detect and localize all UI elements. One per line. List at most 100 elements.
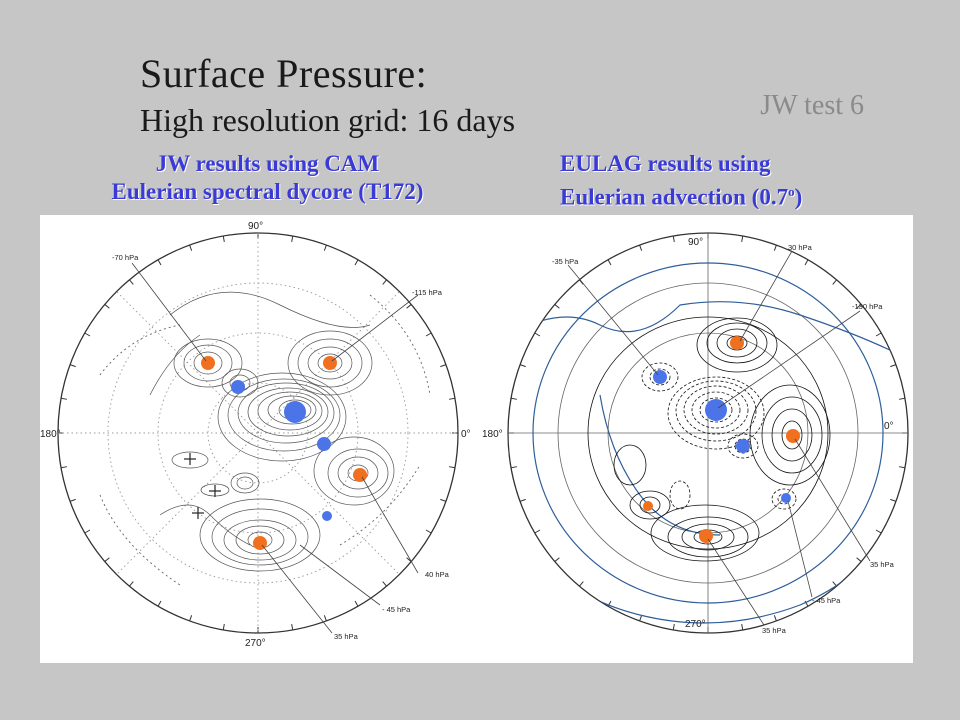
left-plus-markers [184,453,221,519]
right-tick-mark [579,581,584,587]
left-caption-line1: JW results using CAM [155,151,380,176]
right-tick-mark [579,279,584,285]
right-tick-mark [898,397,906,400]
left-tick-mark [291,235,294,243]
right-tick-mark [672,623,675,631]
right-tick-mark [856,557,862,562]
left-tick-mark [69,498,76,502]
right-tick-mark [856,304,862,309]
right-high-markers [643,336,800,543]
right-tick-mark [773,615,777,622]
left-leader-lines [131,262,419,634]
figure-panel: -70 hPa -115 hPa 40 hPa - 45 hPa 35 hPa … [40,215,913,663]
left-contours [149,291,395,572]
right-tick-mark [519,364,526,368]
left-high-marker-2 [323,356,337,370]
right-axis-labels: 90° 180° 0° 270° [482,237,894,630]
left-tick-mark [323,244,327,251]
left-dotted-contours [99,294,431,586]
left-tick-mark [448,397,456,400]
right-tick-mark [554,557,560,562]
left-low-marker-1 [231,380,245,394]
right-low-marker-3 [736,439,750,453]
right-tick-mark [804,600,809,607]
right-tick-mark [554,304,560,309]
left-polar-plot: -70 hPa -115 hPa 40 hPa - 45 hPa 35 hPa … [40,221,471,649]
left-graticule [58,233,458,633]
left-tick-mark [189,244,193,251]
left-annotations: -70 hPa -115 hPa 40 hPa - 45 hPa 35 hPa [112,253,450,641]
right-high-marker-2 [786,429,800,443]
left-tick-mark [222,623,225,631]
left-tick-mark [104,304,110,309]
right-tick-mark [510,466,518,469]
left-tick-mark [382,581,387,587]
left-high-marker-4 [253,536,267,550]
right-high-marker-4 [699,529,713,543]
left-tick-mark [129,279,134,285]
right-tick-mark [519,498,526,502]
right-caption-line2: Eulerian advection (0.7o) [560,178,860,212]
left-low-markers [231,380,332,521]
right-tick-mark [741,235,744,243]
figure-svg: -70 hPa -115 hPa 40 hPa - 45 hPa 35 hPa … [40,221,909,649]
right-tick-ring [508,233,908,633]
right-polar-plot: -35 hPa 30 hPa -130 hPa 35 hPa - 45 hPa … [482,232,909,635]
right-tick-mark [534,332,541,337]
right-axis-bottom: 270° [685,619,706,630]
left-tick-mark [129,581,134,587]
right-annotation-1: -35 hPa [552,257,579,266]
right-axis-right: 0° [884,421,894,432]
right-annotation-4: 35 hPa [870,560,895,569]
right-tick-mark [607,259,612,266]
left-annotation-5: 35 hPa [334,632,359,641]
right-axis-top: 90° [688,237,703,248]
left-annotation-1: -70 hPa [112,253,139,262]
left-tick-mark [354,259,359,266]
right-annotation-3: -130 hPa [852,302,883,311]
left-axis-labels: 90° 180° 0° 270° [40,221,471,649]
right-high-marker-3 [643,501,653,511]
left-high-marker-1 [201,356,215,370]
right-caption-line2-text: Eulerian advection (0.7 [560,184,789,210]
left-tick-mark [84,332,91,337]
left-tick-mark [60,466,68,469]
left-annotation-4: - 45 hPa [382,605,411,614]
left-low-marker-2 [284,401,306,423]
right-tick-mark [890,364,897,368]
right-tick-mark [804,259,809,266]
left-tick-mark [448,466,456,469]
left-tick-mark [354,600,359,607]
right-low-marker-2 [705,399,727,421]
right-annotation-2: 30 hPa [788,243,813,252]
right-tick-mark [898,466,906,469]
left-tick-mark [222,235,225,243]
right-annotation-6: 35 hPa [762,626,787,635]
left-high-marker-3 [353,468,367,482]
right-low-marker-1 [653,370,667,384]
right-tick-mark [510,397,518,400]
left-axis-bottom: 270° [245,638,266,649]
left-caption: JW results using CAM Eulerian spectral d… [40,150,495,206]
left-axis-left: 180° [40,429,61,440]
left-caption-line2: Eulerian spectral dycore (T172) [111,179,424,204]
right-annotations: -35 hPa 30 hPa -130 hPa 35 hPa - 45 hPa … [552,243,895,635]
right-tick-mark [773,244,777,251]
right-caption-line1: EULAG results using [560,151,771,176]
right-caption-degree: o [788,184,795,199]
left-tick-mark [157,600,162,607]
right-tick-mark [875,529,882,534]
left-tick-mark [323,615,327,622]
right-tick-mark [741,623,744,631]
right-axis-left: 180° [482,429,503,440]
left-axis-right: 0° [461,429,471,440]
right-leader-lines [567,250,871,626]
right-tick-mark [890,498,897,502]
right-annotation-5: - 45 hPa [812,596,841,605]
test-tag: JW test 6 [760,90,864,121]
left-tick-mark [84,529,91,534]
left-annotation-3: 40 hPa [425,570,450,579]
right-caption: EULAG results using Eulerian advection (… [560,150,860,212]
left-tick-mark [157,259,162,266]
left-tick-mark [189,615,193,622]
